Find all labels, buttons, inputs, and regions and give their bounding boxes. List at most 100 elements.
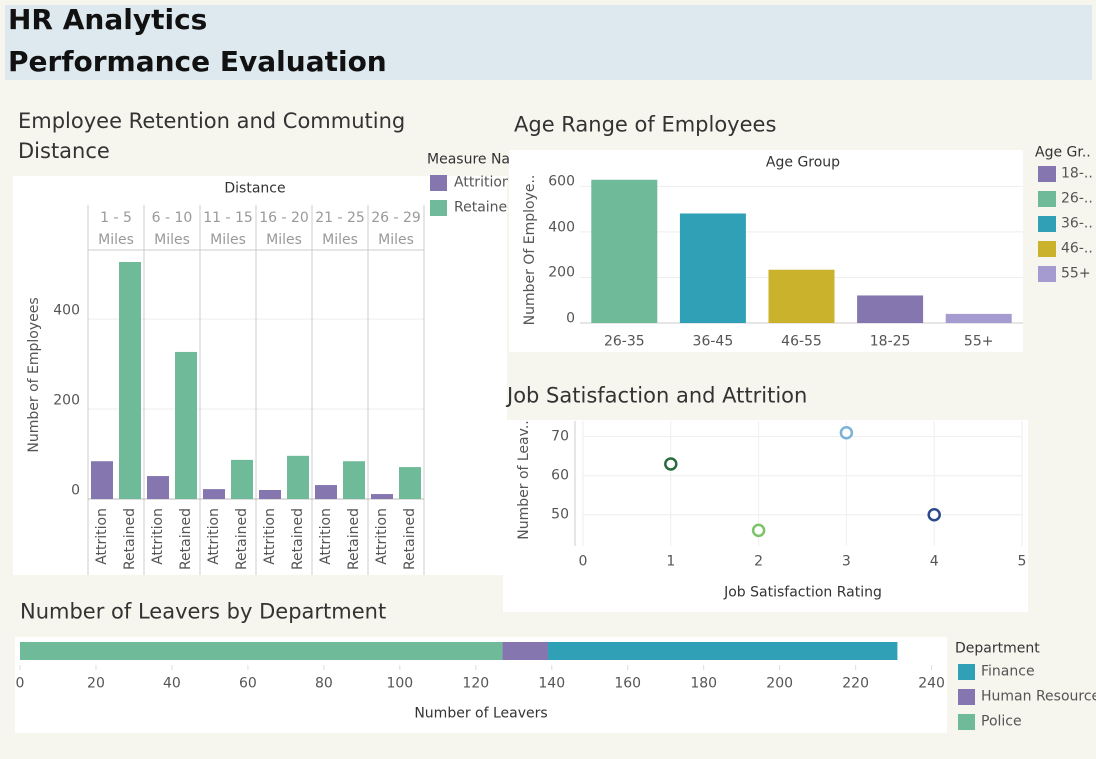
bar xyxy=(147,476,169,499)
facet-label: 21 - 25 Miles xyxy=(315,210,365,248)
x-tick-label: 36-45 xyxy=(692,333,734,350)
x-sub-label: Retained xyxy=(290,508,306,570)
legend-swatch xyxy=(1038,191,1056,207)
facet-label: 26 - 29 Miles xyxy=(371,210,421,248)
chart-title: Job Satisfaction and Attrition xyxy=(507,383,808,408)
point xyxy=(839,425,854,440)
x-sub-label: Attrition xyxy=(206,508,222,565)
legend-title: Department xyxy=(955,640,1040,657)
y-tick-label: 60 xyxy=(551,467,569,484)
column-header: Age Group xyxy=(765,154,841,171)
x-tick-label: 3 xyxy=(841,553,851,570)
facet-label: 6 - 10 Miles xyxy=(151,210,193,248)
x-tick-label: 5 xyxy=(1017,553,1027,570)
bar xyxy=(203,489,225,499)
x-sub-label: Retained xyxy=(178,508,194,570)
legend-swatch xyxy=(958,714,975,730)
x-tick-label: 46-55 xyxy=(781,333,822,350)
bar xyxy=(591,179,658,323)
y-axis-label: Number Of Employe.. xyxy=(522,175,538,326)
x-tick-label: 100 xyxy=(386,675,414,692)
x-sub-label: Attrition xyxy=(318,508,334,565)
legend-swatch xyxy=(430,200,447,216)
bar xyxy=(857,295,924,323)
y-tick-label: 400 xyxy=(53,302,80,319)
x-tick-label: 220 xyxy=(842,675,869,692)
bar-segment xyxy=(547,642,898,660)
bar xyxy=(343,461,365,499)
header-title: HR Analytics xyxy=(8,3,208,37)
y-tick-label: 0 xyxy=(71,482,80,499)
header-band xyxy=(5,5,1092,80)
y-tick-label: 600 xyxy=(548,173,575,190)
x-tick-label: 55+ xyxy=(963,333,994,350)
x-tick-label: 26-35 xyxy=(603,333,645,350)
x-tick-label: 4 xyxy=(929,553,939,570)
x-sub-label: Attrition xyxy=(262,508,278,565)
bar xyxy=(287,455,309,499)
bar xyxy=(679,213,746,323)
x-tick-label: 40 xyxy=(163,675,181,692)
bar-segment xyxy=(20,642,503,660)
x-sub-label: Retained xyxy=(402,508,418,570)
x-tick-label: 240 xyxy=(918,675,945,692)
chart-title: Employee Retention and Commuting Distanc… xyxy=(18,109,406,163)
panel xyxy=(13,176,507,575)
x-axis-label: Job Satisfaction Rating xyxy=(724,584,882,601)
x-tick-label: 180 xyxy=(690,675,718,692)
x-sub-label: Attrition xyxy=(150,508,166,565)
bar xyxy=(399,467,421,499)
bar xyxy=(231,459,253,499)
legend-title: Age Gr.. xyxy=(1035,144,1091,161)
chart-title: Number of Leavers by Department xyxy=(20,599,387,624)
y-axis-label: Number of Leav.. xyxy=(516,420,532,539)
y-tick-label: 200 xyxy=(53,392,80,409)
x-tick-label: 120 xyxy=(462,675,490,692)
x-tick-label: 1 xyxy=(666,553,676,570)
y-tick-label: 200 xyxy=(548,265,575,282)
legend-label: 36-.. xyxy=(1061,215,1093,232)
x-sub-label: Retained xyxy=(346,508,362,570)
legend-title: Measure Names xyxy=(427,151,510,168)
y-axis-label: Number of Employees xyxy=(26,297,42,452)
legend-label: Police xyxy=(981,713,1022,730)
legend-label: 46-.. xyxy=(1061,240,1093,257)
bar xyxy=(768,269,835,323)
y-tick-label: 70 xyxy=(551,428,569,445)
facet-label: 16 - 20 Miles xyxy=(259,210,309,248)
legend-label: Finance xyxy=(981,663,1035,680)
legend-label: Attrition xyxy=(454,174,508,191)
x-tick-label: 20 xyxy=(87,675,105,692)
facet-header: Distance xyxy=(224,180,286,197)
legend-swatch xyxy=(1038,266,1056,282)
bar xyxy=(259,490,281,499)
legend-swatch xyxy=(430,175,447,191)
x-tick-label: 140 xyxy=(538,675,566,692)
bar xyxy=(119,261,141,499)
point xyxy=(927,508,941,522)
legend-swatch xyxy=(1038,166,1056,182)
x-tick-label: 0 xyxy=(15,675,25,692)
bar xyxy=(175,351,197,499)
legend-label: Retained xyxy=(454,199,508,216)
x-tick-label: 200 xyxy=(766,675,794,692)
bar xyxy=(371,494,393,499)
chart-title: Age Range of Employees xyxy=(514,112,777,137)
y-tick-label: 400 xyxy=(548,219,575,236)
x-tick-label: 18-25 xyxy=(869,333,911,350)
legend-swatch xyxy=(1038,216,1056,232)
legend-label: Human Resources xyxy=(981,688,1096,705)
x-sub-label: Attrition xyxy=(94,508,110,565)
x-sub-label: Retained xyxy=(122,508,138,570)
x-sub-label: Attrition xyxy=(374,508,390,565)
legend-swatch xyxy=(1038,241,1056,257)
point xyxy=(751,523,766,538)
y-tick-label: 50 xyxy=(551,506,569,523)
bar xyxy=(91,461,113,499)
panel xyxy=(503,420,1028,612)
legend-label: 18-.. xyxy=(1061,165,1093,182)
y-tick-label: 0 xyxy=(566,310,575,327)
x-tick-label: 0 xyxy=(578,553,588,570)
facet-label: 1 - 5 Miles xyxy=(98,210,134,248)
